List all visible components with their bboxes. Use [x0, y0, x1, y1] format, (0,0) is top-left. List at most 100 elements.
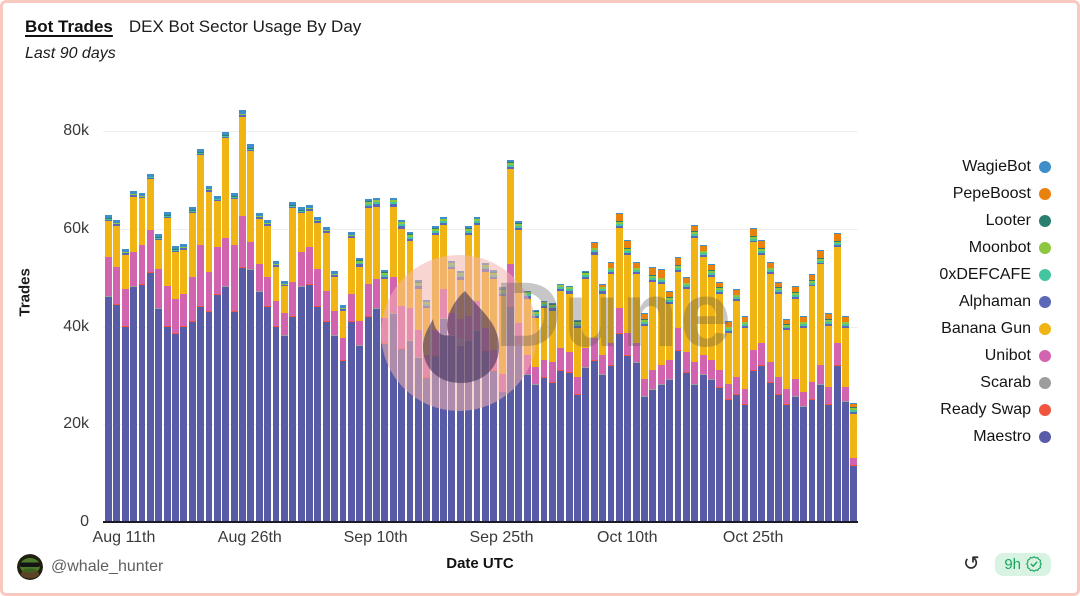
- bar-segment-unibot[interactable]: [289, 281, 297, 316]
- stacked-bar-day-11[interactable]: [188, 207, 196, 522]
- bar-segment-0xdefcafe[interactable]: [682, 284, 690, 287]
- bar-segment-pepeboost[interactable]: [766, 263, 774, 268]
- bar-segment-unibot[interactable]: [724, 384, 732, 399]
- bar-segment-alphaman[interactable]: [364, 205, 372, 209]
- stacked-bar-day-30[interactable]: [347, 231, 355, 522]
- bar-segment-unibot[interactable]: [272, 301, 280, 326]
- stacked-bar-day-65[interactable]: [641, 313, 648, 522]
- stacked-bar-day-54[interactable]: [548, 303, 556, 522]
- stacked-bar-day-87[interactable]: [825, 313, 833, 522]
- bar-segment-wagiebot[interactable]: [306, 204, 313, 208]
- bar-segment-banana-gun[interactable]: [850, 413, 858, 458]
- bar-segment-unibot[interactable]: [406, 308, 414, 341]
- legend-item-pepeboost[interactable]: PepeBoost: [953, 185, 1051, 203]
- bar-segment-0xdefcafe[interactable]: [540, 304, 548, 307]
- bar-segment-alphaman[interactable]: [850, 411, 858, 414]
- bar-segment-wagiebot[interactable]: [708, 264, 715, 266]
- bar-segment-unibot[interactable]: [373, 279, 380, 309]
- bar-segment-unibot[interactable]: [808, 381, 816, 399]
- stacked-bar-day-15[interactable]: [222, 132, 230, 522]
- bar-segment-wagiebot[interactable]: [574, 320, 581, 322]
- bar-segment-pepeboost[interactable]: [749, 228, 757, 237]
- bar-segment-banana-gun[interactable]: [113, 225, 121, 267]
- bar-segment-unibot[interactable]: [431, 330, 439, 355]
- bar-segment-0xdefcafe[interactable]: [791, 294, 799, 297]
- stacked-bar-day-20[interactable]: [264, 220, 272, 522]
- bar-segment-maestro[interactable]: [230, 311, 238, 522]
- bar-segment-maestro[interactable]: [850, 465, 858, 522]
- bar-segment-alphaman[interactable]: [507, 166, 514, 170]
- bar-segment-wagiebot[interactable]: [105, 215, 112, 219]
- bar-segment-unibot[interactable]: [347, 293, 355, 321]
- bar-segment-unibot[interactable]: [649, 369, 657, 390]
- bar-segment-alphaman[interactable]: [833, 245, 841, 248]
- bar-segment-alphaman[interactable]: [733, 299, 741, 302]
- stacked-bar-day-41[interactable]: [440, 216, 447, 522]
- bar-segment-unibot[interactable]: [699, 354, 707, 375]
- stacked-bar-day-66[interactable]: [649, 266, 657, 522]
- stacked-bar-day-63[interactable]: [624, 240, 632, 522]
- author-link[interactable]: @whale_hunter: [17, 554, 163, 580]
- bar-segment-maestro[interactable]: [456, 346, 464, 522]
- bar-segment-alphaman[interactable]: [280, 285, 288, 287]
- bar-segment-alphaman[interactable]: [615, 225, 623, 228]
- bar-segment-alphaman[interactable]: [749, 240, 757, 243]
- bar-segment-unibot[interactable]: [574, 376, 581, 394]
- bar-segment-moonbot[interactable]: [565, 287, 573, 290]
- bar-segment-pepeboost[interactable]: [733, 289, 741, 295]
- bar-segment-moonbot[interactable]: [649, 275, 657, 278]
- bar-segment-wagiebot[interactable]: [649, 266, 657, 268]
- bar-segment-banana-gun[interactable]: [833, 247, 841, 343]
- bar-segment-alphaman[interactable]: [230, 197, 238, 199]
- bar-segment-unibot[interactable]: [850, 457, 858, 465]
- bar-segment-banana-gun[interactable]: [138, 198, 146, 245]
- bar-segment-maestro[interactable]: [523, 375, 531, 522]
- bar-segment-pepeboost[interactable]: [607, 263, 615, 268]
- bar-segment-maestro[interactable]: [783, 404, 791, 522]
- bar-segment-unibot[interactable]: [842, 386, 849, 402]
- bar-segment-0xdefcafe[interactable]: [590, 250, 598, 253]
- bar-segment-banana-gun[interactable]: [490, 279, 498, 350]
- stacked-bar-day-38[interactable]: [414, 280, 422, 522]
- bar-segment-banana-gun[interactable]: [699, 257, 707, 355]
- bar-segment-alphaman[interactable]: [842, 326, 849, 328]
- bar-segment-pepeboost[interactable]: [775, 282, 782, 288]
- bar-segment-unibot[interactable]: [213, 247, 221, 294]
- bar-segment-0xdefcafe[interactable]: [724, 328, 732, 331]
- bar-segment-maestro[interactable]: [699, 375, 707, 522]
- bar-segment-alphaman[interactable]: [440, 222, 447, 226]
- bar-segment-wagiebot[interactable]: [816, 249, 824, 251]
- bar-segment-unibot[interactable]: [448, 313, 456, 336]
- bar-segment-unibot[interactable]: [297, 252, 305, 287]
- bar-segment-0xdefcafe[interactable]: [641, 321, 648, 324]
- bar-segment-0xdefcafe[interactable]: [657, 280, 665, 283]
- bar-segment-pepeboost[interactable]: [816, 250, 824, 259]
- stacked-bar-day-50[interactable]: [515, 221, 523, 522]
- bar-segment-alphaman[interactable]: [574, 325, 581, 328]
- bar-segment-moonbot[interactable]: [540, 302, 548, 305]
- bar-segment-wagiebot[interactable]: [121, 248, 129, 252]
- bar-segment-banana-gun[interactable]: [314, 222, 322, 270]
- bar-segment-0xdefcafe[interactable]: [808, 282, 816, 285]
- bar-segment-pepeboost[interactable]: [691, 226, 699, 232]
- bar-segment-wagiebot[interactable]: [356, 258, 364, 261]
- bar-segment-0xdefcafe[interactable]: [565, 289, 573, 292]
- bar-segment-0xdefcafe[interactable]: [515, 225, 523, 228]
- bar-segment-wagiebot[interactable]: [766, 262, 774, 264]
- bar-segment-banana-gun[interactable]: [800, 328, 808, 392]
- bar-segment-banana-gun[interactable]: [155, 240, 163, 270]
- bar-segment-maestro[interactable]: [540, 377, 548, 522]
- bar-segment-alphaman[interactable]: [624, 252, 632, 255]
- bar-segment-wagiebot[interactable]: [406, 232, 414, 235]
- bar-segment-banana-gun[interactable]: [515, 230, 523, 324]
- bar-segment-alphaman[interactable]: [197, 153, 205, 155]
- bar-segment-alphaman[interactable]: [314, 221, 322, 223]
- bar-segment-wagiebot[interactable]: [540, 300, 548, 302]
- bar-segment-moonbot[interactable]: [465, 228, 473, 231]
- bar-segment-maestro[interactable]: [364, 316, 372, 522]
- bar-segment-moonbot[interactable]: [406, 234, 414, 237]
- bar-segment-unibot[interactable]: [197, 244, 205, 306]
- stacked-bar-day-71[interactable]: [691, 225, 699, 522]
- bar-segment-banana-gun[interactable]: [146, 179, 154, 231]
- stacked-bar-day-74[interactable]: [716, 281, 724, 522]
